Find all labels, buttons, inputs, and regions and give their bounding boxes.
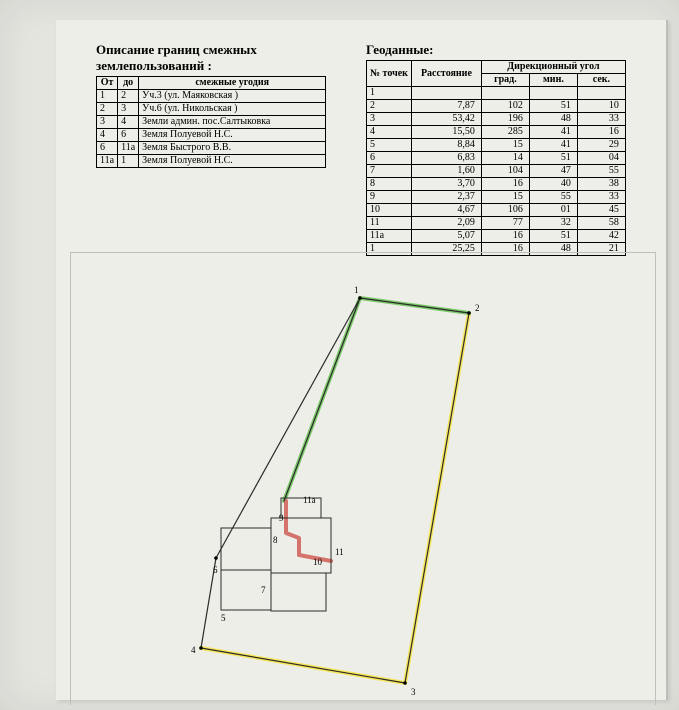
svg-text:10: 10 (313, 557, 323, 567)
col-angle: Дирекционный угол (481, 61, 625, 74)
table-row: 104,671060145 (367, 204, 626, 217)
table-row: 11а5,07165142 (367, 230, 626, 243)
boundaries-table: От до смежные угодия 12Уч.3 (ул. Маяковс… (96, 76, 326, 168)
table-row: 27,871025110 (367, 100, 626, 113)
svg-text:9: 9 (279, 513, 284, 523)
table-row: 415,502854116 (367, 126, 626, 139)
svg-text:8: 8 (273, 535, 278, 545)
table-row: 71,601044755 (367, 165, 626, 178)
geodata-title: Геоданные: (366, 42, 656, 58)
table-row: 66,83145104 (367, 152, 626, 165)
table-row: 112,09773258 (367, 217, 626, 230)
table-row: 611аЗемля Быстрого В.В. (97, 142, 326, 155)
svg-text:4: 4 (191, 645, 196, 655)
svg-text:2: 2 (475, 303, 480, 313)
table-row: 23Уч.6 (ул. Никольская ) (97, 103, 326, 116)
col-sec: сек. (577, 74, 625, 87)
table-row: 92,37155533 (367, 191, 626, 204)
table-row: 58,84154129 (367, 139, 626, 152)
col-point: № точек (367, 61, 412, 87)
col-min: мин. (529, 74, 577, 87)
boundaries-title: Описание границ смежных землепользований… (96, 42, 346, 74)
table-row: 12Уч.3 (ул. Маяковская ) (97, 90, 326, 103)
geodata-table: № точек Расстояние Дирекционный угол гра… (366, 60, 626, 256)
col-grad: град. (481, 74, 529, 87)
table-row: 34Земли админ. пос.Салтыковка (97, 116, 326, 129)
svg-text:11: 11 (335, 547, 344, 557)
svg-text:5: 5 (221, 613, 226, 623)
table-row: 1 (367, 87, 626, 100)
plot-diagram: 1 2 3 4 5 6 7 8 9 10 11 11а (70, 252, 656, 705)
col-desc: смежные угодия (139, 77, 326, 90)
svg-text:6: 6 (213, 565, 218, 575)
col-dist: Расстояние (411, 61, 481, 87)
svg-text:11а: 11а (303, 495, 316, 505)
table-row: 353,421964833 (367, 113, 626, 126)
table-row: 83,70164038 (367, 178, 626, 191)
col-from: От (97, 77, 118, 90)
table-row: 11а1Земля Полуевой Н.С. (97, 155, 326, 168)
svg-text:1: 1 (354, 285, 359, 295)
svg-text:7: 7 (261, 585, 266, 595)
table-row: 46Земля Полуевой Н.С. (97, 129, 326, 142)
col-to: до (118, 77, 139, 90)
svg-text:3: 3 (411, 687, 416, 697)
